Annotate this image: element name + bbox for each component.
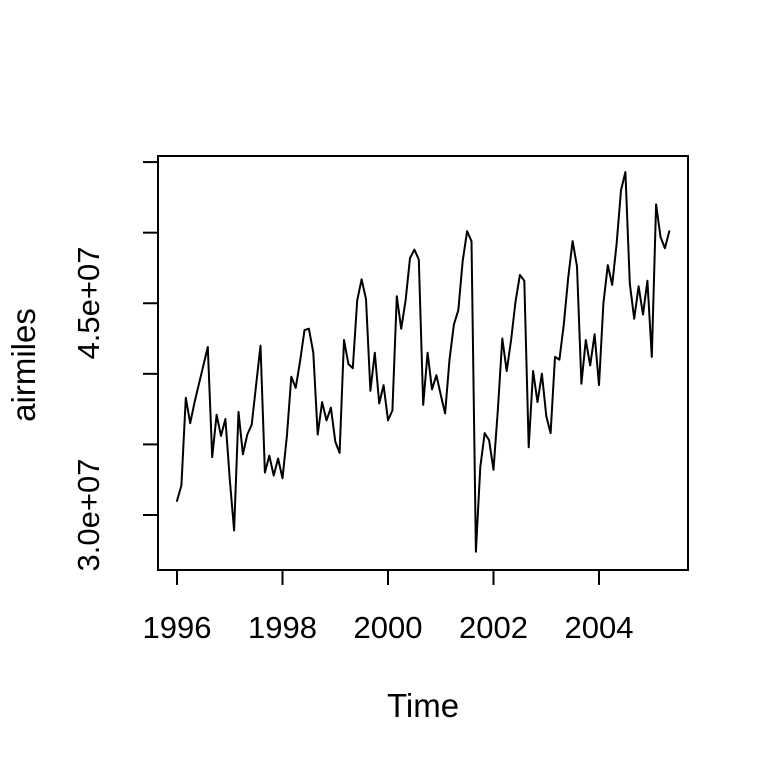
y-tick-label-3.0e07: 3.0e+07 xyxy=(71,459,106,572)
y-tick-label-4.5e07: 4.5e+07 xyxy=(71,247,106,360)
x-tick-label-2000: 2000 xyxy=(354,610,423,645)
y-axis-title: airmiles xyxy=(5,308,42,422)
plot-area xyxy=(143,155,689,585)
x-tick-label-2002: 2002 xyxy=(459,610,528,645)
x-tick-label-1998: 1998 xyxy=(248,610,317,645)
x-tick-label-2004: 2004 xyxy=(565,610,634,645)
x-tick-label-1996: 1996 xyxy=(143,610,212,645)
x-axis-title: Time xyxy=(387,687,459,724)
airmiles-series-line xyxy=(176,171,671,553)
plot-box xyxy=(157,155,689,571)
